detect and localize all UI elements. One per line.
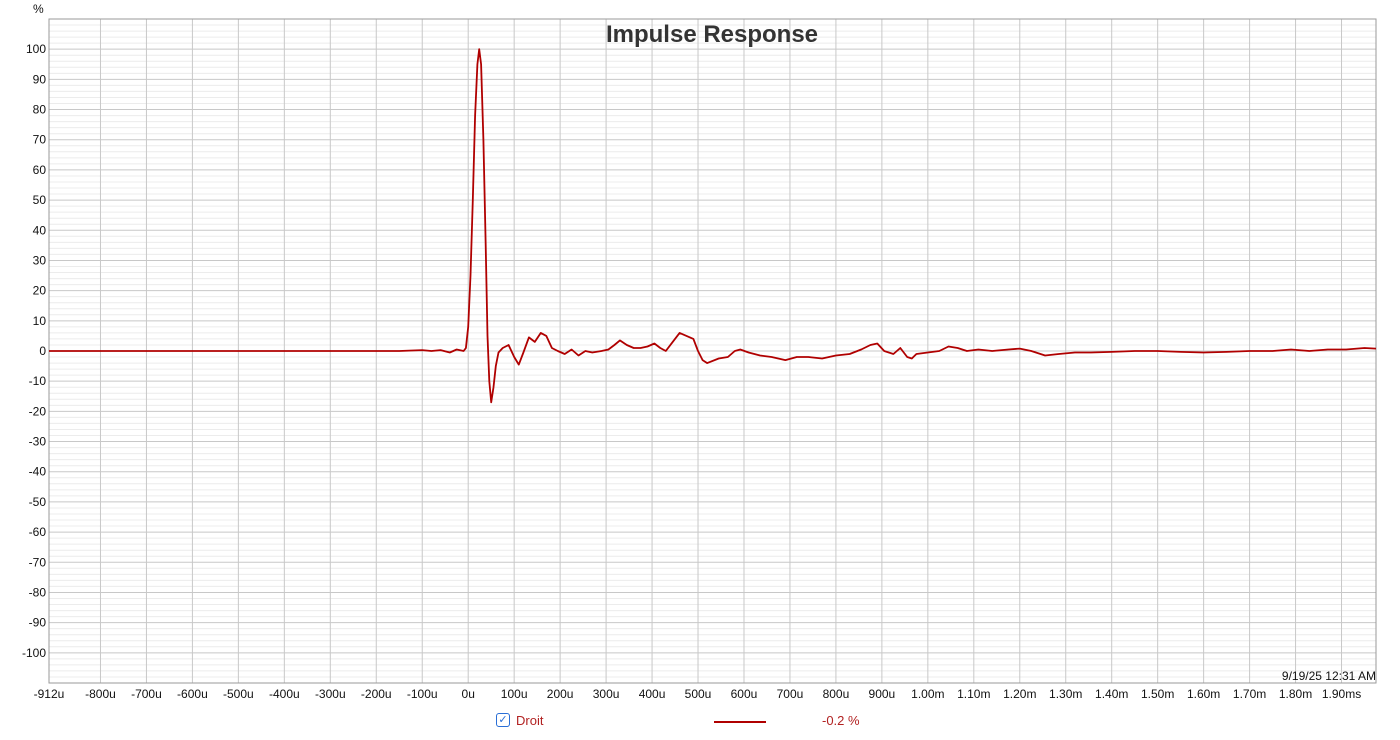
x-tick-label: 400u [639,687,666,701]
y-tick-label: 60 [33,163,47,177]
x-tick-label: 900u [869,687,896,701]
x-tick-label: 1.90ms [1322,687,1361,701]
x-tick-label: 1.50m [1141,687,1174,701]
series-line-droit [49,48,1377,404]
timestamp: 9/19/25 12:31 AM [1282,669,1376,683]
x-tick-label: 800u [823,687,850,701]
legend: ✓ Droit -0.2 % [0,712,1400,732]
y-tick-label: 100 [26,42,46,56]
x-axis-ticks: -912u -800u -700u -600u -500u -400u -300u -200u… [34,687,1362,701]
chart-title: Impulse Response [606,21,818,48]
y-tick-label: 70 [33,133,47,147]
x-tick-label: 600u [731,687,758,701]
x-tick-label: 300u [593,687,620,701]
legend-series-name[interactable]: Droit [516,713,544,728]
y-tick-label: -90 [29,616,47,630]
y-tick-label: 30 [33,253,47,267]
y-tick-label: -50 [29,495,47,509]
x-tick-label: -200u [361,687,392,701]
series-visibility-checkbox[interactable]: ✓ [496,713,510,727]
minor-gridlines [49,24,1376,678]
y-tick-label: 80 [33,103,47,117]
x-tick-label: 1.70m [1233,687,1266,701]
x-tick-label: 200u [547,687,574,701]
x-tick-label: 1.40m [1095,687,1128,701]
y-tick-label: -80 [29,585,47,599]
x-tick-label: 100u [501,687,528,701]
y-tick-label: -20 [29,404,47,418]
x-tick-label: 1.10m [957,687,990,701]
x-tick-label: -700u [131,687,162,701]
x-tick-label: -600u [177,687,208,701]
y-axis-ticks: 1009080706050403020100-10-20-30-40-50-60… [22,42,46,660]
y-tick-label: 50 [33,193,47,207]
x-tick-label: 1.80m [1279,687,1312,701]
x-tick-label: 1.60m [1187,687,1220,701]
y-tick-label: -10 [29,374,47,388]
x-tick-label: 700u [777,687,804,701]
legend-cursor-value: -0.2 % [822,713,860,728]
x-tick-label: -500u [223,687,254,701]
x-tick-label: -400u [269,687,300,701]
y-tick-label: 40 [33,223,47,237]
x-tick-label: 1.00m [911,687,944,701]
x-tick-label: 0u [462,687,475,701]
y-tick-label: -60 [29,525,47,539]
y-tick-label: 90 [33,72,47,86]
x-tick-label: 500u [685,687,712,701]
y-tick-label: 20 [33,284,47,298]
y-tick-label: -100 [22,646,46,660]
x-tick-label: -800u [85,687,116,701]
y-tick-label: -70 [29,555,47,569]
x-tick-label: 1.30m [1049,687,1082,701]
y-axis-unit-label: % [33,2,44,16]
legend-line-swatch [714,721,766,723]
x-tick-label: -912u [34,687,65,701]
x-tick-label: 1.20m [1003,687,1036,701]
series-layer [49,48,1377,404]
y-tick-label: -40 [29,465,47,479]
y-tick-label: 10 [33,314,47,328]
y-tick-label: 0 [39,344,46,358]
y-tick-label: -30 [29,435,47,449]
x-tick-label: -100u [407,687,438,701]
x-tick-label: -300u [315,687,346,701]
